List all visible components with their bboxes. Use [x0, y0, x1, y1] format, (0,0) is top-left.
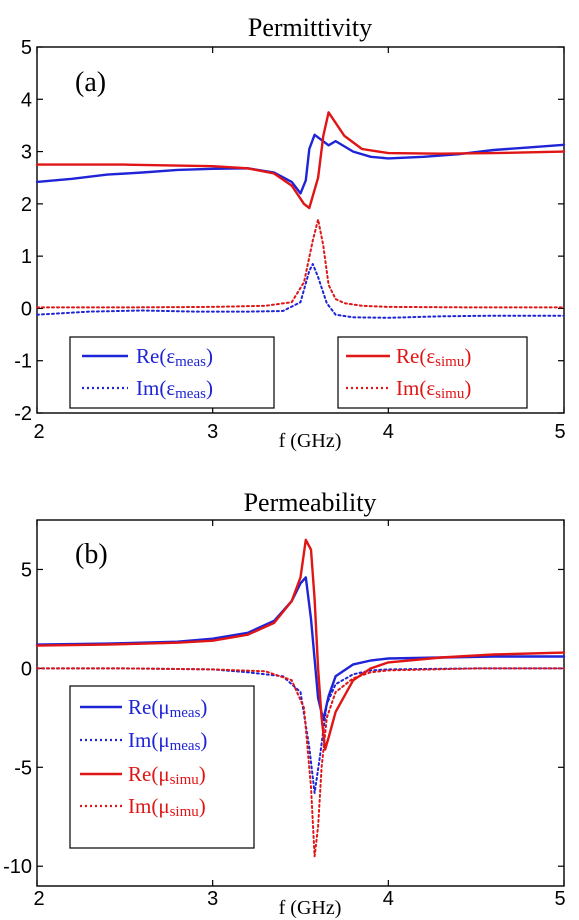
permeability-legend: Re(μmeas) Im(μmeas) Re(μsimu) Im(μsimu)	[69, 685, 255, 849]
permittivity-ytick-label: 4	[21, 89, 32, 111]
legend-box	[69, 336, 275, 409]
legend-box	[337, 336, 528, 409]
permeability-series-lines	[35, 538, 566, 858]
permeability-ytick-label: 0	[21, 658, 32, 680]
permeability-series-real-simu	[35, 538, 566, 751]
permittivity-ytick-label: 5	[21, 37, 32, 59]
permittivity-series-lines	[35, 111, 566, 319]
permittivity-ytick-label: 3	[21, 142, 32, 164]
permeability-ytick-label: -10	[3, 856, 32, 878]
permittivity-ytick-label: 0	[21, 298, 32, 320]
permittivity-xtick-label: 2	[33, 421, 44, 443]
permittivity-plot-frame	[36, 46, 565, 414]
permittivity-series-imag-simu	[36, 218, 565, 309]
permittivity-xtick-label: 3	[207, 421, 218, 443]
permittivity-panel-label: (a)	[75, 67, 106, 98]
permeability-ytick-label: 5	[21, 559, 32, 581]
legend-box	[69, 685, 255, 849]
permeability-xtick-label: 3	[207, 888, 218, 910]
permeability-axis-ticks: 2 3 4 5 -10 -5 0 5	[3, 520, 566, 910]
permittivity-legend-simulated: Re(εsimu) Im(εsimu)	[337, 336, 528, 409]
permittivity-series-imag-meas	[36, 263, 565, 319]
permittivity-ytick-label: 2	[21, 194, 32, 216]
legend-label-im-eps-meas: Im(εmeas)	[136, 376, 213, 402]
permeability-panel-label: (b)	[75, 539, 108, 570]
permeability-xlabel: f (GHz)	[279, 897, 342, 919]
legend-label-re-eps-meas: Re(εmeas)	[136, 344, 213, 370]
permittivity-ytick-label: -2	[14, 403, 32, 425]
permeability-ytick-label: -5	[14, 757, 32, 779]
permeability-xtick-label: 4	[383, 888, 394, 910]
legend-label-re-mu-simu: Re(μsimu)	[128, 762, 206, 788]
permittivity-title: Permittivity	[248, 13, 372, 42]
permittivity-xtick-label: 4	[383, 421, 394, 443]
permittivity-panel: Permittivity (a) f (GHz) 2 3 4 5-2-1012345 …	[14, 13, 565, 452]
permeability-xtick-label: 5	[554, 888, 565, 910]
permeability-plot-frame	[36, 519, 565, 887]
permeability-xtick-label: 2	[33, 888, 44, 910]
permittivity-xlabel: f (GHz)	[279, 430, 342, 452]
permeability-series-imag-meas	[36, 667, 565, 794]
legend-label-im-mu-meas: Im(μmeas)	[128, 728, 207, 754]
permeability-series-real-meas	[35, 576, 566, 721]
legend-label-re-eps-simu: Re(εsimu)	[396, 344, 471, 370]
permittivity-series-real-simu	[35, 111, 566, 210]
permeability-panel: Permeability (b) f (GHz) 2 3 4 5 -10 -5 0 5 Re(…	[3, 488, 565, 919]
permittivity-legend-measured: Re(εmeas) Im(εmeas)	[69, 336, 275, 409]
permittivity-series-real-meas	[35, 133, 566, 195]
legend-label-im-mu-simu: Im(μsimu)	[128, 794, 206, 820]
permeability-series-imag-simu	[36, 667, 565, 858]
permittivity-axis-ticks: 2 3 4 5 -2 -1 0 1 2 3 4 5	[14, 37, 565, 443]
permittivity-xtick-label: 5	[554, 421, 565, 443]
permittivity-ytick-label: 1	[21, 246, 32, 268]
legend-label-im-eps-simu: Im(εsimu)	[396, 376, 471, 402]
legend-label-re-mu-meas: Re(μmeas)	[128, 695, 207, 721]
permittivity-ytick-label: -1	[14, 351, 32, 373]
permeability-title: Permeability	[244, 488, 377, 517]
